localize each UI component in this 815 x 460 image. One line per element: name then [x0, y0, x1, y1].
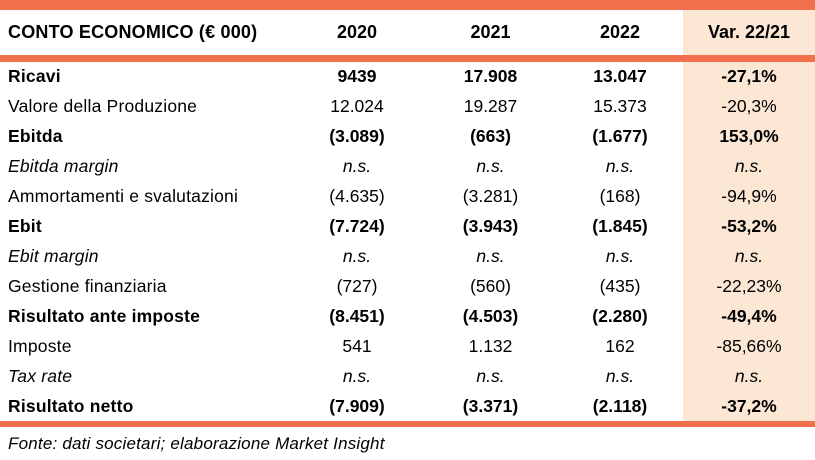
value-2022: (168)	[599, 186, 641, 207]
row-label: Tax rate	[8, 365, 73, 386]
value-2020: (4.635)	[329, 186, 385, 207]
table-row: Tax rate n.s. n.s. n.s. n.s.	[0, 361, 815, 392]
value-2020: 12.024	[330, 96, 384, 117]
value-2022: (435)	[599, 275, 641, 296]
value-2021: (560)	[470, 275, 511, 296]
row-label: Ebitda	[8, 126, 63, 147]
column-header-2021: 2021	[470, 22, 511, 42]
value-2021: (4.503)	[462, 305, 519, 326]
value-2021: n.s.	[476, 245, 505, 266]
table-row: Imposte 541 1.132 162 -85,66%	[0, 331, 815, 362]
value-2021: (663)	[470, 126, 511, 147]
value-2021: n.s.	[476, 365, 505, 386]
table-row: Valore della Produzione 12.024 19.287 15…	[0, 91, 815, 122]
header-separator-bar	[0, 55, 815, 62]
value-2020: (7.724)	[329, 216, 385, 237]
row-label: Risultato ante imposte	[8, 305, 201, 326]
column-header-2022: 2022	[599, 22, 641, 42]
table-body: Ricavi 9439 17.908 13.047 -27,1% Valore …	[0, 62, 815, 422]
table-row: Ricavi 9439 17.908 13.047 -27,1%	[0, 62, 815, 92]
value-2020: (727)	[336, 275, 378, 296]
table-row: Gestione finanziaria (727) (560) (435) -…	[0, 271, 815, 302]
value-2022: n.s.	[605, 365, 635, 386]
row-label: Valore della Produzione	[8, 96, 198, 117]
column-header-var-22-21: Var. 22/21	[683, 10, 815, 55]
top-accent-bar	[0, 0, 815, 10]
value-2020: (7.909)	[329, 395, 385, 416]
row-label: Ebitda margin	[8, 156, 119, 177]
table-row: Risultato ante imposte (8.451) (4.503) (…	[0, 301, 815, 332]
value-2021: (3.371)	[462, 395, 519, 416]
value-var-22-21: -37,2%	[683, 391, 815, 422]
value-2020: (3.089)	[329, 126, 385, 147]
value-var-22-21: -22,23%	[683, 271, 815, 302]
value-2020: n.s.	[342, 245, 372, 266]
table-row: Ebit margin n.s. n.s. n.s. n.s.	[0, 241, 815, 272]
table-row: Ebitda (3.089) (663) (1.677) 153,0%	[0, 121, 815, 152]
value-var-22-21: n.s.	[683, 151, 815, 182]
value-2022: 13.047	[593, 66, 647, 87]
row-label: Gestione finanziaria	[8, 275, 167, 296]
row-label: Ebit	[8, 216, 42, 237]
value-2021: 1.132	[468, 335, 513, 356]
value-var-22-21: -49,4%	[683, 301, 815, 332]
source-note: Fonte: dati societari; elaborazione Mark…	[8, 433, 385, 453]
value-2022: n.s.	[605, 156, 635, 177]
value-2022: 162	[605, 335, 635, 356]
value-var-22-21: -20,3%	[683, 91, 815, 122]
value-2020: n.s.	[342, 156, 372, 177]
value-var-22-21: -85,66%	[683, 331, 815, 362]
row-label: Ammortamenti e svalutazioni	[8, 186, 239, 207]
value-2021: n.s.	[476, 156, 505, 177]
table-header-row: CONTO ECONOMICO (€ 000) 2020 2021 2022 V…	[0, 10, 815, 55]
table-row: Risultato netto (7.909) (3.371) (2.118) …	[0, 391, 815, 422]
value-2020: 9439	[337, 66, 377, 87]
row-label: Ricavi	[8, 66, 61, 87]
value-2020: n.s.	[342, 365, 372, 386]
value-var-22-21: -94,9%	[683, 181, 815, 212]
value-2020: (8.451)	[329, 305, 385, 326]
value-2022: n.s.	[605, 245, 635, 266]
value-2022: (1.845)	[592, 216, 648, 237]
row-label: Imposte	[8, 335, 72, 356]
row-label: Risultato netto	[8, 395, 134, 416]
column-header-2020: 2020	[336, 22, 378, 42]
value-2021: 17.908	[463, 66, 518, 87]
value-var-22-21: -53,2%	[683, 211, 815, 242]
value-2021: (3.281)	[462, 186, 519, 207]
value-2022: (2.280)	[592, 305, 648, 326]
value-2022: (1.677)	[592, 126, 648, 147]
value-2022: (2.118)	[592, 395, 648, 416]
table-row: Ammortamenti e svalutazioni (4.635) (3.2…	[0, 181, 815, 212]
value-2022: 15.373	[593, 96, 647, 117]
value-var-22-21: 153,0%	[683, 121, 815, 152]
value-2021: 19.287	[463, 96, 518, 117]
table-row: Ebit (7.724) (3.943) (1.845) -53,2%	[0, 211, 815, 242]
table-title: CONTO ECONOMICO (€ 000)	[8, 22, 258, 42]
table-row: Ebitda margin n.s. n.s. n.s. n.s.	[0, 151, 815, 182]
value-var-22-21: n.s.	[683, 361, 815, 392]
value-2020: 541	[342, 335, 372, 356]
value-var-22-21: -27,1%	[683, 62, 815, 92]
value-var-22-21: n.s.	[683, 241, 815, 272]
bottom-accent-bar	[0, 421, 815, 427]
value-2021: (3.943)	[462, 216, 519, 237]
row-label: Ebit margin	[8, 245, 99, 266]
